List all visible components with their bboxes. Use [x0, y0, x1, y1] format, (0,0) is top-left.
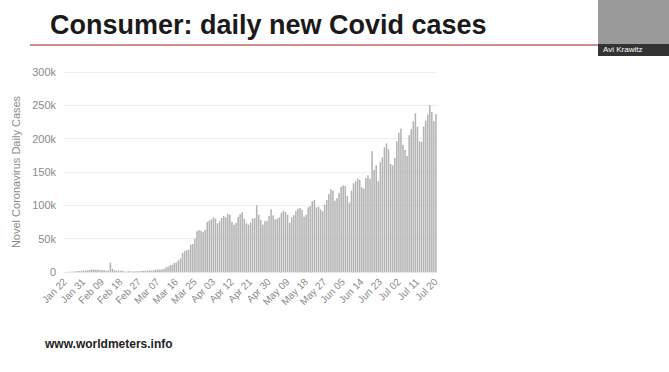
svg-text:May 18: May 18 — [279, 276, 310, 307]
svg-text:Jul 02: Jul 02 — [376, 276, 403, 303]
svg-text:www.worldmeters.info: www.worldmeters.info — [44, 337, 173, 351]
svg-text:Jul 11: Jul 11 — [395, 276, 422, 303]
svg-text:Jun 23: Jun 23 — [355, 276, 385, 306]
svg-text:Mar 25: Mar 25 — [169, 276, 199, 306]
svg-text:Mar 16: Mar 16 — [150, 276, 181, 306]
svg-text:Apr 12: Apr 12 — [207, 276, 236, 305]
svg-text:150k: 150k — [32, 166, 56, 178]
svg-text:Mar 07: Mar 07 — [131, 276, 162, 306]
svg-text:Feb 27: Feb 27 — [113, 276, 144, 306]
svg-text:Jan 22: Jan 22 — [39, 276, 69, 306]
svg-text:200k: 200k — [32, 133, 56, 145]
svg-text:Jan 31: Jan 31 — [58, 276, 88, 306]
svg-text:Feb 18: Feb 18 — [94, 276, 125, 306]
svg-text:May 27: May 27 — [297, 276, 329, 307]
svg-text:Apr 03: Apr 03 — [188, 276, 218, 305]
svg-text:May 09: May 09 — [260, 276, 292, 307]
svg-text:250k: 250k — [32, 99, 56, 111]
svg-text:Feb 09: Feb 09 — [76, 276, 106, 306]
svg-text:Apr 30: Apr 30 — [244, 276, 273, 305]
svg-text:Consumer: daily new Covid case: Consumer: daily new Covid cases — [50, 10, 487, 40]
svg-text:Apr 21: Apr 21 — [225, 276, 255, 305]
svg-text:Jun 14: Jun 14 — [336, 276, 366, 306]
svg-text:Jul 20: Jul 20 — [413, 276, 440, 303]
svg-text:Avi Krawitz: Avi Krawitz — [603, 45, 642, 54]
svg-text:0: 0 — [50, 266, 56, 278]
svg-text:100k: 100k — [32, 199, 56, 211]
svg-text:Jun 05: Jun 05 — [318, 276, 348, 306]
svg-text:50k: 50k — [38, 233, 56, 245]
svg-text:300k: 300k — [32, 66, 56, 78]
svg-text:Novel Coronavirus Daily Cases: Novel Coronavirus Daily Cases — [10, 95, 22, 248]
